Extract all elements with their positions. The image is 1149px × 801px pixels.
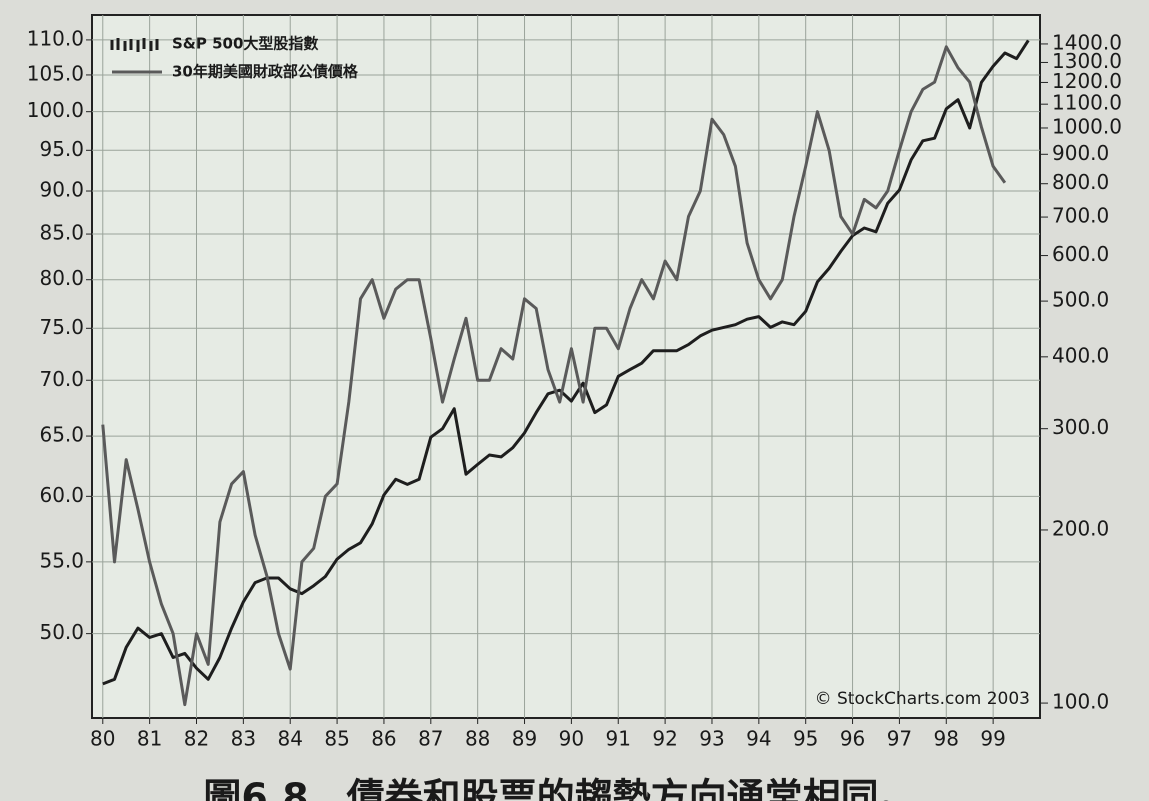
y2-tick-label: 100.0 xyxy=(1052,690,1109,714)
caption: 圖6.8 債券和股票的趨勢方向通常相同。 xyxy=(203,776,916,801)
y-tick-label: 80.0 xyxy=(39,266,84,290)
y2-tick-label: 1300.0 xyxy=(1052,49,1122,73)
y-tick-label: 55.0 xyxy=(39,548,84,572)
y2-tick-label: 300.0 xyxy=(1052,415,1109,439)
x-tick-label: 87 xyxy=(418,727,443,751)
x-tick-label: 95 xyxy=(793,727,818,751)
y-tick-label: 70.0 xyxy=(39,367,84,391)
y2-tick-label: 1100.0 xyxy=(1052,91,1122,115)
legend-swatch xyxy=(110,38,159,52)
y-tick-label: 85.0 xyxy=(39,221,84,245)
x-tick-label: 96 xyxy=(840,727,865,751)
x-tick-label: 89 xyxy=(512,727,537,751)
x-tick-label: 82 xyxy=(184,727,209,751)
legend-label: S&P 500大型股指數 xyxy=(172,35,318,53)
x-tick-label: 88 xyxy=(465,727,490,751)
x-tick-label: 91 xyxy=(606,727,631,751)
legend: S&P 500大型股指數 30年期美國財政部公債價格 xyxy=(110,35,359,81)
x-tick-label: 99 xyxy=(980,727,1005,751)
x-tick-label: 90 xyxy=(559,727,584,751)
y-tick-label: 90.0 xyxy=(39,178,84,202)
y-tick-label: 105.0 xyxy=(27,61,84,85)
y-tick-label: 110.0 xyxy=(27,26,84,50)
x-tick-label: 93 xyxy=(699,727,724,751)
y-tick-label: 50.0 xyxy=(39,620,84,644)
series-line xyxy=(101,45,1007,707)
y2-tick-label: 1400.0 xyxy=(1052,30,1122,54)
y2-tick-label: 500.0 xyxy=(1052,288,1109,312)
y2-tick-label: 600.0 xyxy=(1052,242,1109,266)
series-line xyxy=(102,39,1030,686)
y-tick-label: 100.0 xyxy=(27,98,84,122)
x-tick-label: 98 xyxy=(934,727,959,751)
x-tick-label: 84 xyxy=(277,727,302,751)
y-tick-label: 65.0 xyxy=(39,423,84,447)
legend-label: 30年期美國財政部公債價格 xyxy=(172,63,359,81)
y2-tick-label: 800.0 xyxy=(1052,170,1109,194)
y2-tick-label: 200.0 xyxy=(1052,516,1109,540)
y-tick-label: 75.0 xyxy=(39,315,84,339)
y2-tick-label: 900.0 xyxy=(1052,141,1109,165)
x-tick-label: 94 xyxy=(746,727,771,751)
x-tick-label: 83 xyxy=(231,727,256,751)
annotation: © StockCharts.com 2003 xyxy=(815,689,1030,709)
y-tick-label: 95.0 xyxy=(39,137,84,161)
y2-tick-label: 700.0 xyxy=(1052,204,1109,228)
y2-tick-label: 1000.0 xyxy=(1052,114,1122,138)
y2-tick-label: 400.0 xyxy=(1052,343,1109,367)
y2-tick-label: 1200.0 xyxy=(1052,69,1122,93)
y-tick-label: 60.0 xyxy=(39,483,84,507)
x-tick-label: 97 xyxy=(887,727,912,751)
x-tick-label: 85 xyxy=(324,727,349,751)
x-tick-label: 81 xyxy=(137,727,162,751)
x-tick-label: 92 xyxy=(652,727,677,751)
x-tick-label: 80 xyxy=(90,727,115,751)
x-tick-label: 86 xyxy=(371,727,396,751)
